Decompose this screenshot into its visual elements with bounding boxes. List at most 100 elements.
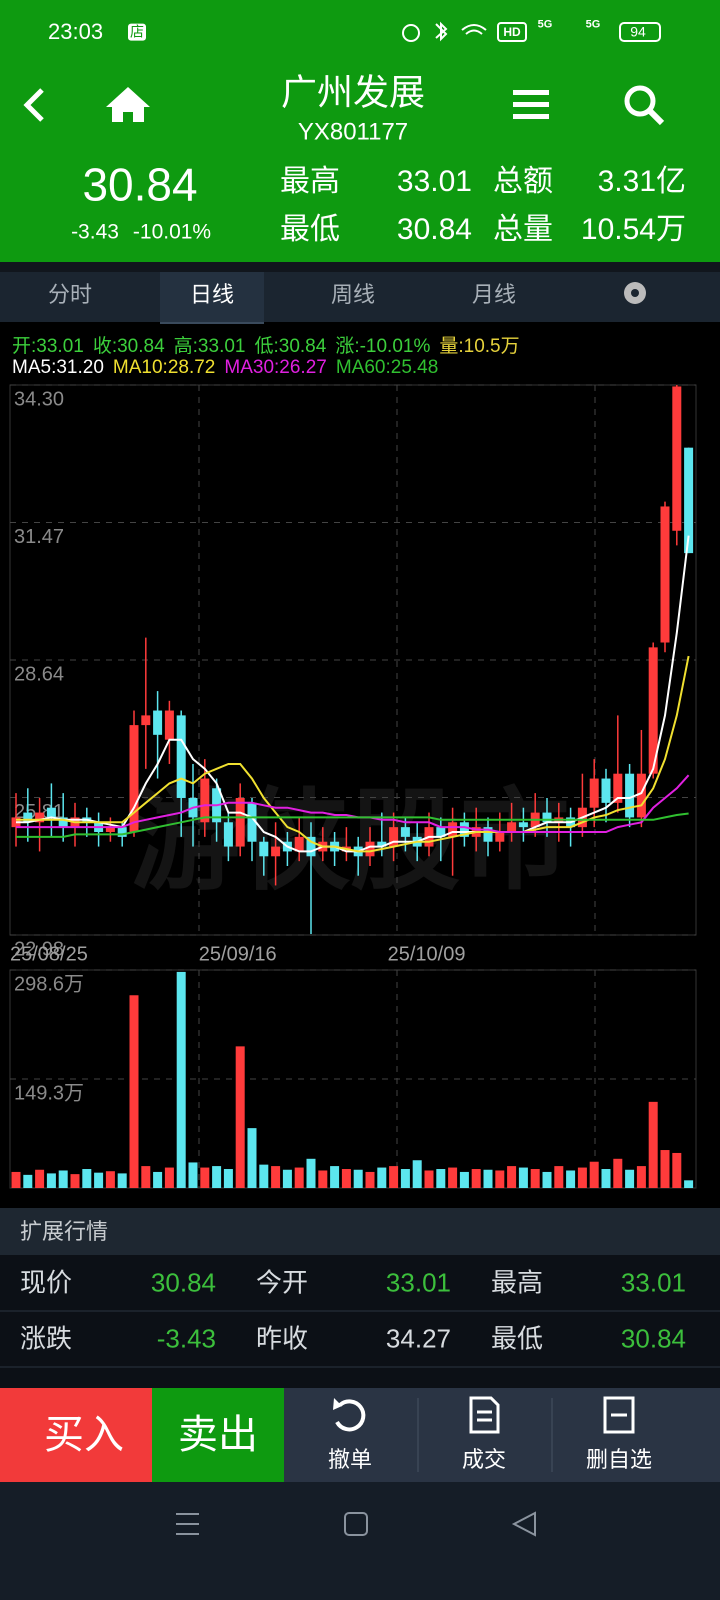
quote-value: -3.43 [156, 1323, 216, 1354]
volume-bar [554, 1166, 564, 1188]
candle-body [200, 778, 210, 823]
candle-body [448, 822, 458, 837]
volume-bar [389, 1166, 399, 1188]
volume-bar [94, 1172, 104, 1188]
candle-body [589, 778, 599, 808]
candle-body [495, 831, 505, 842]
candle-body [436, 827, 446, 837]
doc-icon[interactable] [469, 1396, 500, 1434]
quote-label: 现价 [20, 1267, 73, 1298]
volume-bar [282, 1169, 292, 1188]
nav-buttons[interactable] [176, 1511, 536, 1537]
candle-body [153, 710, 163, 735]
quote-value: 30.84 [620, 1323, 686, 1354]
tab[interactable]: 分时 [47, 281, 93, 307]
stat-label: 最低 [280, 213, 340, 246]
candle-body [117, 827, 127, 837]
y-tick-label: 28.64 [14, 663, 64, 685]
volume-bar [11, 1171, 21, 1188]
menu-icon[interactable] [513, 90, 549, 119]
stat-label: 总额 [493, 165, 553, 198]
volume-bar [259, 1164, 269, 1188]
volume-bar [70, 1174, 80, 1188]
y-tick-label: 22.98 [14, 938, 64, 960]
status-icons [402, 21, 661, 42]
volume-bar [660, 1150, 670, 1188]
tab[interactable]: 周线 [330, 281, 376, 307]
legend-entry: MA30:26.27 [224, 357, 327, 378]
home-icon[interactable] [106, 87, 150, 122]
volume-bar [46, 1173, 56, 1188]
candle-body [483, 827, 493, 842]
volume-bar [636, 1166, 646, 1188]
volume-bar [471, 1169, 481, 1188]
price-change: -3.43 [71, 220, 119, 244]
volume-bar [672, 1152, 682, 1188]
candle-body [518, 822, 528, 828]
y-tick-label: 149.3万 [14, 1082, 84, 1104]
volume-bar [400, 1169, 410, 1188]
ma-line [16, 774, 690, 833]
volume-bar [577, 1167, 587, 1188]
quote-value: 33.01 [620, 1267, 686, 1298]
quote-item: 涨:-10.01% [335, 336, 431, 357]
volume-bar [153, 1171, 163, 1188]
volume-bar [330, 1166, 340, 1188]
chart-background [0, 322, 720, 1208]
candle-body [507, 822, 517, 832]
volume-bar [223, 1169, 233, 1188]
active-tab-background [160, 272, 264, 324]
action-button[interactable]: 删自选 [585, 1446, 653, 1472]
candle-body [672, 386, 682, 531]
x-tick-label: 25/08/25 [10, 943, 88, 965]
action-button[interactable]: 撤单 [327, 1446, 373, 1472]
quote-label: 最高 [491, 1267, 544, 1298]
remove-icon[interactable] [603, 1396, 635, 1434]
network-icon: 5G [585, 18, 601, 31]
buy-button[interactable]: 买入 [44, 1413, 124, 1457]
volume-bar [601, 1169, 611, 1188]
quote-label: 最低 [491, 1323, 544, 1354]
store-badge: 店 [128, 23, 146, 41]
legend-entry: MA10:28.72 [112, 357, 216, 378]
extended-table [0, 1255, 720, 1388]
buy-button-bg [0, 1388, 152, 1482]
ma-legend: MA5:31.20 MA10:28.72 MA30:26.27 MA60:25.48 [12, 357, 438, 379]
candle-body [176, 715, 186, 798]
quote-value: 34.27 [385, 1323, 451, 1354]
battery-level: 94 [630, 23, 646, 40]
sell-button[interactable]: 卖出 [178, 1413, 258, 1457]
volume-bar [318, 1170, 328, 1188]
quote-label: 今开 [256, 1267, 309, 1298]
extended-title: 扩展行情 [20, 1218, 109, 1244]
quote-label: 昨收 [256, 1323, 309, 1354]
settings-icon[interactable] [624, 282, 646, 304]
candle-body [542, 812, 552, 823]
volume-bar [436, 1169, 446, 1188]
candle-body [601, 778, 611, 803]
volume-bar [129, 995, 139, 1188]
quote-item: 收:30.84 [92, 336, 165, 357]
quote-line: 开:33.01 收:30.84 高:33.01 低:30.84 涨:-10.01% 量:1… [12, 331, 520, 358]
tab[interactable]: 日线 [189, 281, 235, 307]
volume-bar [542, 1171, 552, 1188]
undo-icon[interactable] [335, 1399, 366, 1432]
back-icon[interactable] [23, 88, 44, 122]
candle-body [648, 647, 658, 774]
volume-bar [306, 1158, 316, 1188]
candle-body [164, 710, 174, 740]
x-tick-label: 25/09/16 [199, 943, 277, 965]
volume-bar [141, 1166, 151, 1188]
search-icon[interactable] [624, 85, 665, 126]
volume-bar [518, 1167, 528, 1188]
network-icon: 5G [537, 18, 553, 31]
volume-bar [82, 1169, 92, 1188]
candle-body [613, 773, 623, 803]
hd-icon: HD [503, 24, 521, 39]
volume-bar [353, 1169, 363, 1188]
volume-bar [271, 1166, 281, 1188]
tab[interactable]: 月线 [471, 281, 517, 307]
action-button[interactable]: 成交 [461, 1446, 507, 1472]
candle-body [365, 841, 375, 857]
